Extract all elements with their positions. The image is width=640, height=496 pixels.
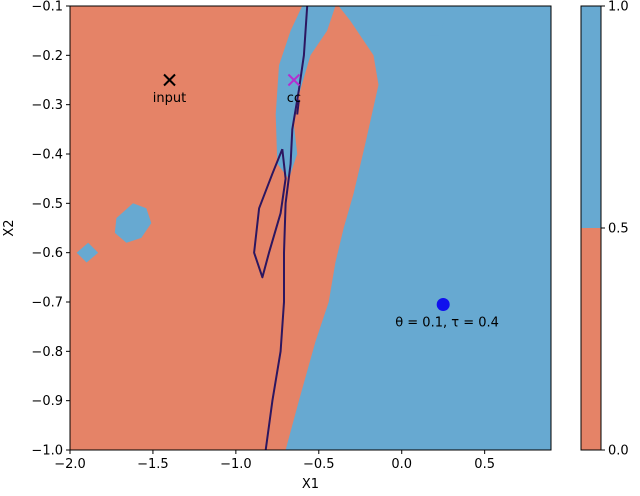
marker-cc (287, 73, 301, 87)
y-tick-label: −0.5 (31, 197, 63, 212)
y-tick-label: −0.8 (31, 345, 63, 360)
x-tick-label: 0.0 (391, 457, 412, 472)
colorbar-band-0 (581, 228, 601, 450)
marker-group: input cc θ = 0.1, τ = 0.4 (153, 73, 499, 330)
region-high-2 (418, 6, 449, 36)
region-high-0 (285, 6, 551, 450)
region-high-3 (114, 203, 152, 243)
y-tick-label: −1.0 (31, 444, 63, 459)
y-tick-label: −0.3 (31, 98, 63, 113)
colorbar-tick-label: 1.0 (608, 0, 629, 15)
x-tick-label: −1.0 (220, 457, 252, 472)
plot-frame (69, 5, 552, 451)
x-tick-label: 0.5 (474, 457, 495, 472)
y-tick-label: −0.7 (31, 296, 63, 311)
y-tick-label: −0.6 (31, 246, 63, 261)
boundary-line-0 (264, 6, 309, 450)
y-tick-label: −0.1 (31, 0, 63, 15)
y-tick-label: −0.9 (31, 394, 63, 409)
marker-cc-label: cc (287, 91, 301, 106)
y-tick-label: −0.4 (31, 148, 63, 163)
decision-boundary-group (253, 6, 309, 450)
y-axis-label: X2 (2, 219, 17, 236)
plot-area (70, 6, 551, 450)
x-axis-ticks: −2.0 −1.5 −1.0 −0.5 0.0 0.5 (54, 450, 495, 472)
colorbar-tick-label: 0.0 (608, 444, 629, 459)
x-tick-label: −0.5 (303, 457, 335, 472)
marker-point-label: θ = 0.1, τ = 0.4 (395, 315, 499, 330)
colorbar-band-1 (581, 6, 601, 228)
x-tick-label: −1.5 (137, 457, 169, 472)
x-tick-label: −2.0 (54, 457, 86, 472)
marker-input-label: input (153, 91, 186, 106)
colorbar: 0.0 0.5 1.0 (580, 0, 629, 459)
boundary-line-2 (296, 99, 300, 115)
marker-input (163, 73, 176, 87)
x-axis-label: X1 (302, 477, 319, 492)
y-axis-ticks: −0.1 −0.2 −0.3 −0.4 −0.5 −0.6 −0.7 −0.8 −0.9 −1.0 (31, 0, 70, 459)
marker-point (436, 297, 450, 311)
y-tick-label: −0.2 (31, 49, 63, 64)
region-high-1 (275, 6, 336, 179)
boundary-line-1 (253, 148, 287, 279)
region-high-group (76, 6, 551, 450)
colorbar-tick-label: 0.5 (608, 222, 629, 237)
region-high-4 (76, 242, 99, 263)
